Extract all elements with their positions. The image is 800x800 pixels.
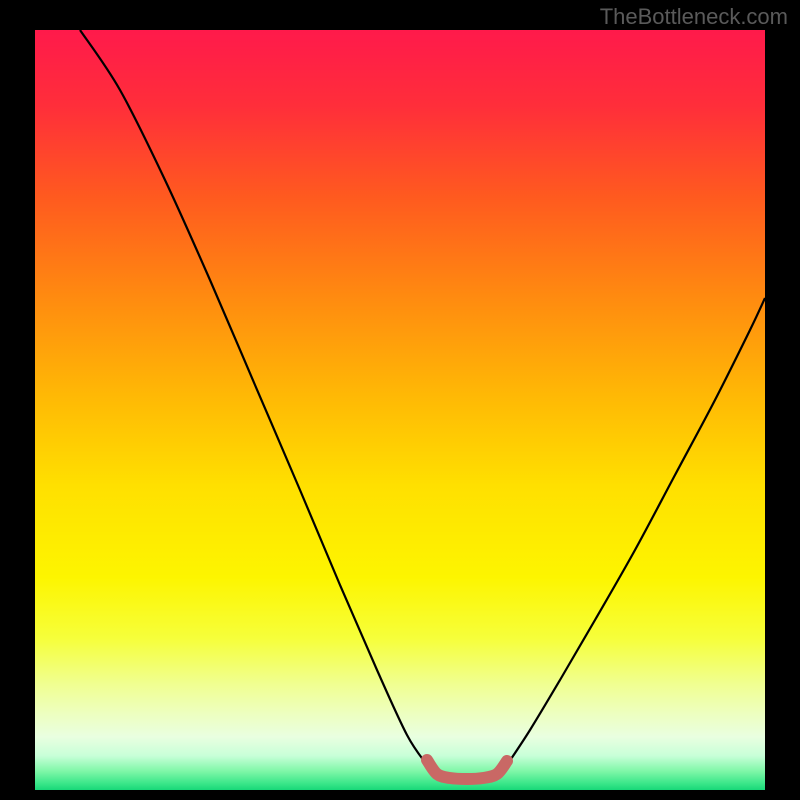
gradient-background [35,30,765,790]
chart-frame: TheBottleneck.com [0,0,800,800]
watermark-text: TheBottleneck.com [600,4,788,30]
plot-svg [35,30,765,790]
plot-area [35,30,765,790]
